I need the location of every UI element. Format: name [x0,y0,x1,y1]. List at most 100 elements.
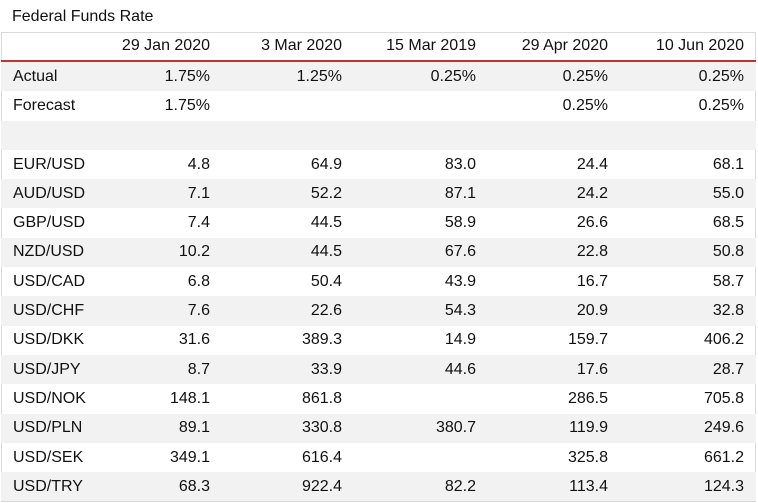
table-row: GBP/USD 7.4 44.5 58.9 26.6 68.5 [1,208,756,237]
value-cell: 50.8 [620,237,756,268]
row-label: Forecast [13,96,76,114]
value-cell: 55.0 [620,179,756,209]
row-label: USD/SEK [13,448,84,466]
header-cell-label [1,32,98,62]
table-row: EUR/USD 4.8 64.9 83.0 24.4 68.1 [1,150,756,179]
table-row: USD/SEK 349.1 616.4 325.8 661.2 [1,443,756,472]
row-label: GBP/USD [13,214,86,232]
value-cell: 83.0 [444,155,476,173]
value-cell: 10.2 [98,237,222,268]
value-cell: 119.9 [488,413,620,443]
value-cell: 58.9 [444,214,476,232]
value-cell: 20.9 [488,296,620,326]
row-label: USD/NOK [13,389,86,407]
table-row: Actual 1.75% 1.25% 0.25% 0.25% 0.25% [1,61,756,92]
value-cell: 0.25% [620,61,756,92]
row-label: USD/TRY [1,472,98,502]
table-row: USD/PLN 89.1 330.8 380.7 119.9 249.6 [1,413,756,443]
table-body: Actual 1.75% 1.25% 0.25% 0.25% 0.25% Forecast 1… [1,61,756,502]
table-row: AUD/USD 7.1 52.2 87.1 24.2 55.0 [1,179,756,209]
value-cell: 58.7 [712,272,744,290]
value-cell: 6.8 [187,272,210,290]
value-cell: 8.7 [98,354,222,385]
table-row: USD/CHF 7.6 22.6 54.3 20.9 32.8 [1,296,756,326]
value-cell: 249.6 [620,413,756,443]
value-cell: 14.9 [444,331,476,349]
table-row: Forecast 1.75% 0.25% 0.25% [1,91,756,120]
header-cell-date: 29 Jan 2020 [98,32,222,62]
value-cell: 389.3 [301,331,342,349]
header-cell-date: 3 Mar 2020 [222,32,354,62]
value-cell: 22.8 [488,237,620,268]
value-cell: 22.6 [222,296,354,326]
table-title: Federal Funds Rate [12,8,154,25]
value-cell: 406.2 [703,331,744,349]
value-cell [488,120,620,150]
table-header: 29 Jan 2020 3 Mar 2020 15 Mar 2019 29 Ap… [1,32,756,62]
value-cell: 922.4 [222,472,354,502]
value-cell: 7.4 [187,214,210,232]
value-cell: 68.3 [98,472,222,502]
value-cell: 124.3 [620,472,756,502]
row-label: USD/CHF [1,296,98,326]
value-cell: 159.7 [567,331,608,349]
value-cell: 0.25% [698,96,744,114]
table-row [1,120,756,150]
header-cell-date: 10 Jun 2020 [620,32,756,62]
value-cell [354,443,488,472]
value-cell: 44.5 [222,237,354,268]
value-cell: 87.1 [354,179,488,209]
value-cell: 1.25% [222,61,354,92]
value-cell: 286.5 [567,389,608,407]
value-cell [98,120,222,150]
row-label: Actual [1,61,98,92]
value-cell: 349.1 [169,448,210,466]
value-cell [354,91,488,120]
value-cell [354,384,488,413]
value-cell: 54.3 [354,296,488,326]
table-row: USD/CAD 6.8 50.4 43.9 16.7 58.7 [1,267,756,296]
rates-table: 29 Jan 2020 3 Mar 2020 15 Mar 2019 29 Ap… [1,32,756,502]
value-cell: 661.2 [703,448,744,466]
value-cell: 68.5 [712,214,744,232]
value-cell: 325.8 [567,448,608,466]
value-cell: 43.9 [444,272,476,290]
value-cell: 0.25% [354,61,488,92]
value-cell: 52.2 [222,179,354,209]
value-cell: 0.25% [562,96,608,114]
value-cell: 705.8 [703,389,744,407]
row-label: USD/CAD [13,272,86,290]
value-cell: 4.8 [187,155,210,173]
value-cell: 380.7 [354,413,488,443]
row-label: EUR/USD [13,155,86,173]
value-cell: 861.8 [301,389,342,407]
value-cell: 82.2 [354,472,488,502]
row-label: USD/DKK [13,331,85,349]
table-row: USD/DKK 31.6 389.3 14.9 159.7 406.2 [1,326,756,355]
header-row: 29 Jan 2020 3 Mar 2020 15 Mar 2019 29 Ap… [1,32,756,62]
value-cell: 148.1 [169,389,210,407]
value-cell [222,120,354,150]
value-cell [354,120,488,150]
row-label: USD/JPY [1,354,98,385]
row-label [1,120,98,150]
value-cell: 0.25% [488,61,620,92]
value-cell: 16.7 [576,272,608,290]
value-cell: 24.4 [576,155,608,173]
value-cell: 1.75% [98,61,222,92]
table-row: USD/NOK 148.1 861.8 286.5 705.8 [1,384,756,413]
value-cell: 7.6 [98,296,222,326]
value-cell: 616.4 [301,448,342,466]
value-cell: 33.9 [222,354,354,385]
value-cell: 28.7 [620,354,756,385]
value-cell: 24.2 [488,179,620,209]
row-label: AUD/USD [1,179,98,209]
value-cell: 31.6 [178,331,210,349]
table-row: NZD/USD 10.2 44.5 67.6 22.8 50.8 [1,237,756,268]
value-cell: 26.6 [576,214,608,232]
value-cell [222,91,354,120]
value-cell: 44.5 [310,214,342,232]
value-cell: 17.6 [488,354,620,385]
table-row: USD/TRY 68.3 922.4 82.2 113.4 124.3 [1,472,756,502]
